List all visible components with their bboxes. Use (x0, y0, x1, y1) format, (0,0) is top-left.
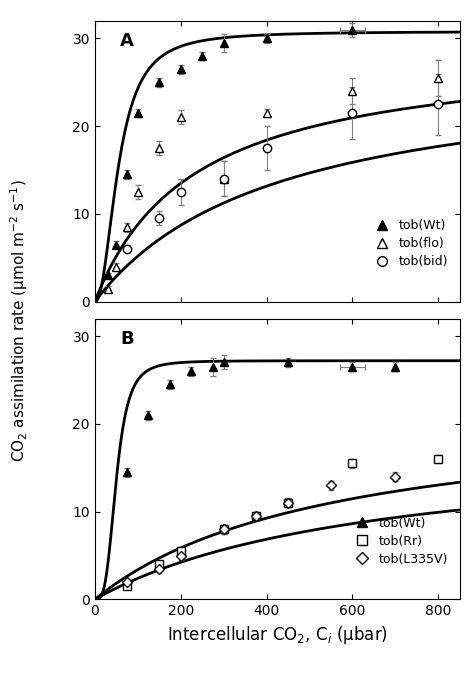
Legend: tob(Wt), tob(Rr), tob(L335V): tob(Wt), tob(Rr), tob(L335V) (344, 512, 454, 571)
X-axis label: Intercellular CO$_2$, C$_i$ (μbar): Intercellular CO$_2$, C$_i$ (μbar) (167, 624, 388, 646)
Legend: tob(Wt), tob(flo), tob(bid): tob(Wt), tob(flo), tob(bid) (364, 214, 454, 273)
Text: A: A (120, 32, 134, 50)
Text: CO$_2$ assimilation rate (μmol m$^{-2}$ s$^{-1}$): CO$_2$ assimilation rate (μmol m$^{-2}$ … (8, 179, 30, 462)
Text: B: B (120, 330, 134, 348)
